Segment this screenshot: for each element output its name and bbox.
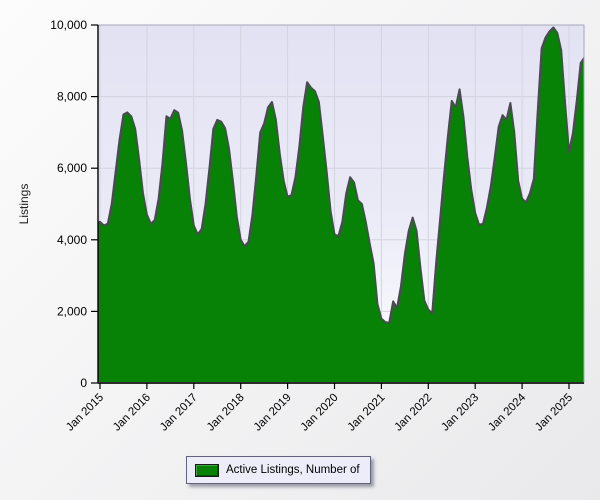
x-tick-label: Jan 2023 (439, 392, 481, 434)
area-series-outline (98, 26, 584, 324)
x-tick-label: Jan 2025 (533, 392, 575, 434)
y-tick-label: 0 (80, 376, 87, 390)
y-tick-label: 6,000 (57, 161, 87, 175)
y-tick-label: 8,000 (57, 90, 87, 104)
x-tick-label: Jan 2017 (158, 392, 200, 434)
legend-label: Active Listings, Number of (226, 464, 360, 476)
y-tick-label: 4,000 (57, 233, 87, 247)
x-tick-label: Jan 2018 (205, 392, 247, 434)
x-tick-label: Jan 2024 (486, 391, 528, 433)
x-tick-label: Jan 2021 (346, 392, 388, 434)
legend-swatch (195, 463, 219, 477)
x-tick-label: Jan 2016 (111, 392, 153, 434)
x-tick-label: Jan 2019 (252, 392, 294, 434)
y-tick-label: 10,000 (50, 18, 87, 32)
x-tick-label: Jan 2020 (299, 392, 341, 434)
y-axis-title: Listings (17, 184, 31, 225)
x-tick-label: Jan 2015 (64, 392, 106, 434)
y-tick-label: 2,000 (57, 304, 87, 318)
chart-legend: Active Listings, Number of (186, 456, 371, 484)
x-tick-label: Jan 2022 (392, 392, 434, 434)
